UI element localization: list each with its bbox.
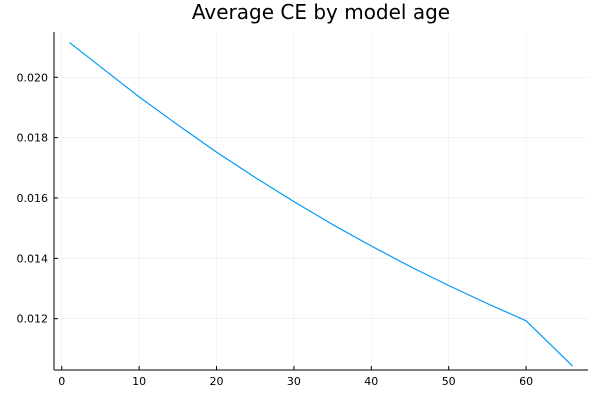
y-tick-label: 0.020: [17, 71, 49, 84]
series-line: [69, 42, 573, 367]
y-tick-label: 0.012: [17, 313, 49, 326]
x-tick-label: 50: [442, 375, 456, 388]
grid: [54, 32, 588, 370]
y-tick-label: 0.018: [17, 132, 49, 145]
x-tick-label: 10: [132, 375, 146, 388]
y-tick-label: 0.016: [17, 192, 49, 205]
x-tick-label: 30: [287, 375, 301, 388]
series: [69, 42, 573, 367]
axes: [53, 32, 588, 371]
x-tick-label: 60: [519, 375, 533, 388]
y-tick-label: 0.014: [17, 252, 49, 265]
x-tick-label: 20: [210, 375, 224, 388]
x-tick-label: 0: [58, 375, 65, 388]
ticks: 0 10 20 30 40 50 60 0.012 0.014 0.016 0.018 0.020: [17, 71, 534, 388]
chart-title: Average CE by model age: [192, 0, 450, 24]
x-tick-label: 40: [364, 375, 378, 388]
